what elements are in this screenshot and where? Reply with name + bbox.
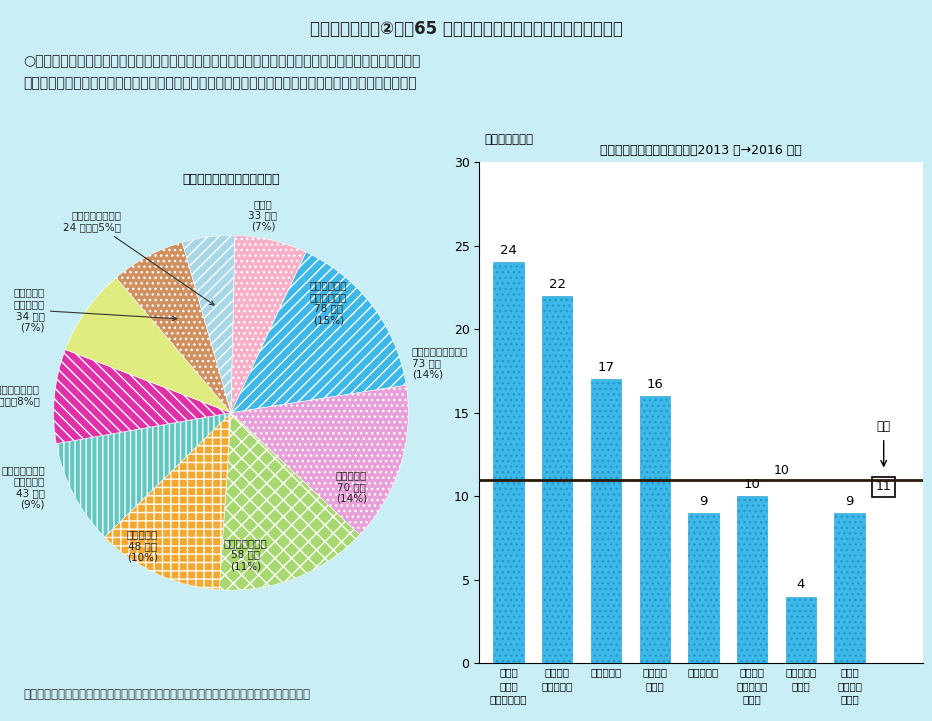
Text: サービス職業従事者
73 万人
(14%): サービス職業従事者 73 万人 (14%) bbox=[412, 347, 468, 380]
Wedge shape bbox=[231, 385, 408, 535]
Wedge shape bbox=[231, 236, 306, 412]
Bar bbox=[493, 262, 524, 663]
Text: （増減・万人）: （増減・万人） bbox=[484, 133, 533, 146]
Wedge shape bbox=[231, 252, 406, 412]
Bar bbox=[689, 513, 719, 663]
Text: 管理的職業従事者
40 万人（8%）: 管理的職業従事者 40 万人（8%） bbox=[0, 384, 39, 406]
Bar bbox=[737, 496, 767, 663]
Wedge shape bbox=[183, 236, 235, 412]
Text: 資料出所　総務省統計局「労働力調査」をもとに厚生労働省労働政策担当参事官室にて作成: 資料出所 総務省統計局「労働力調査」をもとに厚生労働省労働政策担当参事官室にて作… bbox=[23, 688, 310, 701]
Text: 17: 17 bbox=[597, 361, 614, 374]
Text: 輸送・機械
運転従事者
34 万人
(7%): 輸送・機械 運転従事者 34 万人 (7%) bbox=[14, 288, 177, 332]
Text: 販売従事者
48 万人
(10%): 販売従事者 48 万人 (10%) bbox=[127, 529, 158, 562]
Bar bbox=[591, 379, 621, 663]
Title: 職業別にみた雇用者数の分布: 職業別にみた雇用者数の分布 bbox=[183, 173, 280, 186]
Bar bbox=[786, 596, 816, 663]
Text: 22: 22 bbox=[549, 278, 566, 291]
Text: その他
33 万人
(7%): その他 33 万人 (7%) bbox=[249, 199, 278, 232]
Wedge shape bbox=[104, 412, 231, 590]
Wedge shape bbox=[116, 242, 231, 412]
Text: 24: 24 bbox=[500, 244, 517, 257]
Text: 10: 10 bbox=[744, 478, 761, 491]
Text: ○　職業別の雇用者数をみると、「運搬・清掃・包装等従事者」「サービス職業従事者」「事務従事者」: ○ 職業別の雇用者数をみると、「運搬・清掃・包装等従事者」「サービス職業従事者」… bbox=[23, 54, 420, 68]
Text: 9: 9 bbox=[845, 495, 854, 508]
Text: 16: 16 bbox=[646, 378, 664, 391]
Text: 事務従事者
70 万人
(14%): 事務従事者 70 万人 (14%) bbox=[336, 471, 367, 504]
Text: 運搬・清掃・
包装等従事者
78 万人
(15%): 運搬・清掃・ 包装等従事者 78 万人 (15%) bbox=[309, 280, 348, 325]
Title: 職業別にみた雇用数の増減（2013 年→2016 年）: 職業別にみた雇用数の増減（2013 年→2016 年） bbox=[600, 144, 802, 157]
Text: 4: 4 bbox=[797, 578, 805, 591]
Text: が多い。直近３年間の動きをみると、雇用者数が多い職業で更に雇用者数が増えていることが分かる。: が多い。直近３年間の動きをみると、雇用者数が多い職業で更に雇用者数が増えているこ… bbox=[23, 76, 417, 89]
Wedge shape bbox=[56, 412, 231, 537]
Bar bbox=[542, 296, 572, 663]
Text: 専門的・技術的
職業従事者
43 万人
(9%): 専門的・技術的 職業従事者 43 万人 (9%) bbox=[1, 465, 45, 510]
Wedge shape bbox=[65, 278, 231, 412]
Text: 9: 9 bbox=[699, 495, 707, 508]
Wedge shape bbox=[54, 350, 231, 443]
Text: 10: 10 bbox=[774, 464, 790, 477]
Text: コラム１－２－②図　65 歳以上の高齢者が就いている職業の動き: コラム１－２－②図 65 歳以上の高齢者が就いている職業の動き bbox=[309, 20, 623, 38]
Bar bbox=[639, 396, 670, 663]
Text: 建設・採掘従事者
24 万人（5%）: 建設・採掘従事者 24 万人（5%） bbox=[63, 211, 214, 305]
Bar bbox=[834, 513, 865, 663]
Text: 平均: 平均 bbox=[877, 420, 891, 433]
Text: 11: 11 bbox=[876, 480, 892, 493]
Text: 生産工程従事者
58 万人
(11%): 生産工程従事者 58 万人 (11%) bbox=[224, 538, 267, 571]
Wedge shape bbox=[219, 412, 360, 590]
